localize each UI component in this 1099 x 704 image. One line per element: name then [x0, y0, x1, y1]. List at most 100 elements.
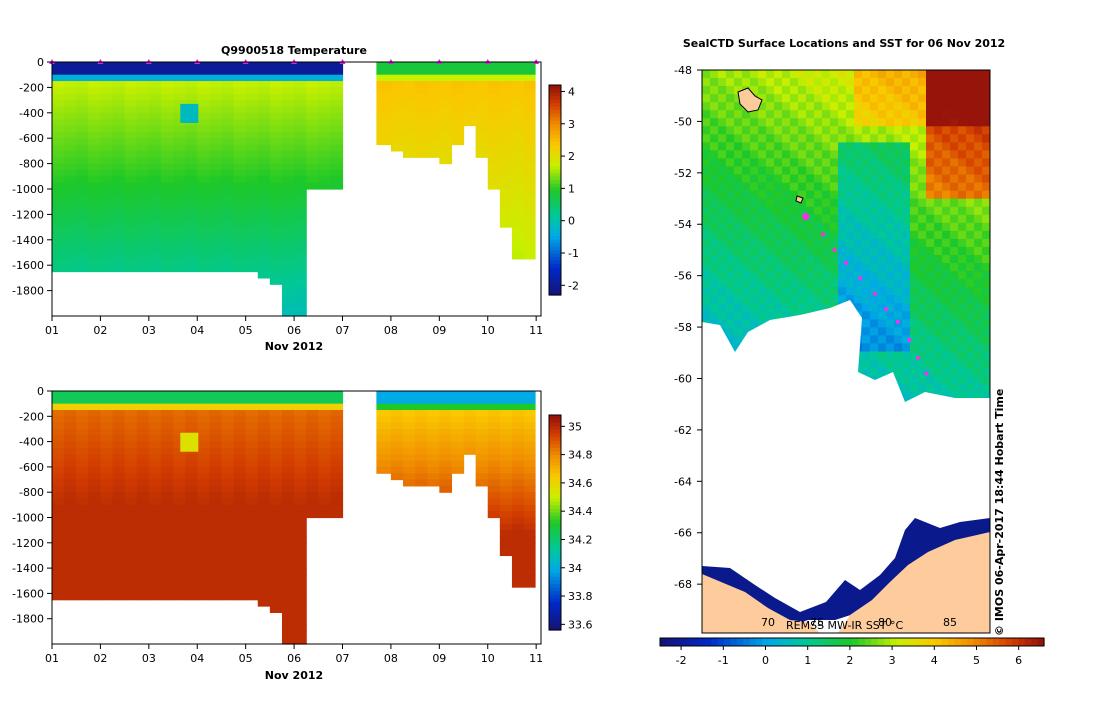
- section-cell: [124, 587, 138, 594]
- section-cell: [390, 74, 404, 82]
- section-cell: [100, 593, 114, 601]
- section-cell: [257, 479, 271, 487]
- sst-cell: [734, 254, 743, 264]
- section-cell: [88, 265, 102, 273]
- sst-cell: [726, 303, 735, 312]
- section-cell: [475, 435, 489, 443]
- section-cell: [281, 536, 295, 544]
- sst-cell: [982, 254, 990, 264]
- sst-cell: [974, 295, 983, 304]
- section-cell: [124, 100, 138, 108]
- section-cell: [511, 536, 525, 544]
- section-cell: [100, 587, 114, 594]
- section-cell: [221, 176, 235, 184]
- section-cell: [64, 530, 77, 538]
- section-cell: [269, 549, 283, 557]
- section-cell: [209, 568, 223, 576]
- sst-cell: [958, 375, 967, 385]
- sst-cell: [926, 246, 935, 256]
- section-cell: [257, 125, 271, 133]
- section-cell: [269, 189, 283, 196]
- section-cell: [88, 549, 102, 557]
- sst-cell: [886, 295, 895, 304]
- sst-cell: [878, 359, 887, 369]
- section-cell: [281, 220, 295, 228]
- section-cell: [281, 511, 295, 519]
- sst-cell: [862, 206, 871, 216]
- section-cell: [197, 68, 210, 76]
- sst-cell: [958, 383, 967, 393]
- section-cell: [269, 492, 283, 500]
- section-cell: [269, 227, 283, 235]
- sst-cell: [742, 70, 751, 79]
- colorbar-segment: [736, 638, 744, 646]
- sst-cell: [766, 222, 775, 232]
- sst-cell: [806, 303, 815, 312]
- section-cell: [221, 62, 235, 69]
- sst-cell: [974, 230, 983, 240]
- section-cell: [185, 574, 198, 582]
- sst-cell: [766, 198, 775, 208]
- sst-cell: [886, 94, 895, 103]
- section-cell: [245, 561, 259, 569]
- section-cell: [197, 74, 210, 82]
- section-cell: [463, 422, 477, 430]
- section-cell: [100, 93, 114, 101]
- section-cell: [269, 555, 283, 563]
- section-cell: [451, 409, 465, 417]
- section-cell: [112, 246, 126, 254]
- colorbar-tick-label: 34.4: [568, 505, 593, 518]
- section-cell: [376, 93, 392, 101]
- section-cell: [221, 568, 235, 576]
- section-cell: [124, 214, 138, 222]
- section-cell: [294, 542, 307, 550]
- section-cell: [52, 549, 65, 557]
- section-cell: [233, 74, 247, 82]
- sst-cell: [934, 254, 943, 264]
- section-cell: [281, 169, 295, 177]
- section-cell: [160, 100, 174, 108]
- section-cell: [124, 416, 138, 424]
- sst-cell: [798, 86, 807, 95]
- section-cell: [245, 409, 259, 417]
- section-cell: [221, 397, 235, 405]
- x-tick-label: 04: [190, 652, 204, 665]
- sst-cell: [822, 206, 831, 216]
- colorbar-segment: [549, 151, 561, 156]
- sst-cell: [982, 78, 990, 87]
- colorbar-segment: [756, 638, 763, 646]
- sst-cell: [950, 238, 959, 248]
- section-cell: [52, 87, 65, 95]
- sst-cell: [910, 359, 919, 369]
- section-cell: [124, 163, 138, 171]
- section-cell: [511, 112, 525, 120]
- sst-cell: [718, 86, 727, 95]
- section-cell: [511, 252, 525, 260]
- sst-cell: [910, 86, 919, 95]
- section-cell: [499, 208, 513, 215]
- anomaly-cell: [180, 103, 199, 123]
- track-point: [832, 247, 837, 252]
- sst-cell: [766, 78, 775, 87]
- section-cell: [511, 447, 525, 455]
- section-cell: [64, 504, 77, 512]
- section-cell: [281, 189, 295, 196]
- section-cell: [136, 574, 150, 582]
- section-cell: [451, 422, 465, 430]
- sst-cell: [974, 375, 983, 385]
- section-cell: [403, 447, 416, 455]
- sst-cell: [798, 126, 807, 135]
- section-cell: [269, 416, 283, 424]
- sst-cell: [870, 271, 879, 280]
- section-cell: [511, 227, 525, 235]
- section-cell: [245, 504, 259, 512]
- sst-cell: [950, 343, 959, 353]
- sst-cell: [702, 134, 711, 143]
- sst-cell: [806, 166, 815, 176]
- section-cell: [185, 593, 198, 601]
- section-cell: [221, 208, 235, 215]
- sst-cell: [790, 70, 799, 79]
- sst-cell: [782, 94, 791, 103]
- section-cell: [52, 138, 65, 146]
- sst-cell: [862, 190, 871, 200]
